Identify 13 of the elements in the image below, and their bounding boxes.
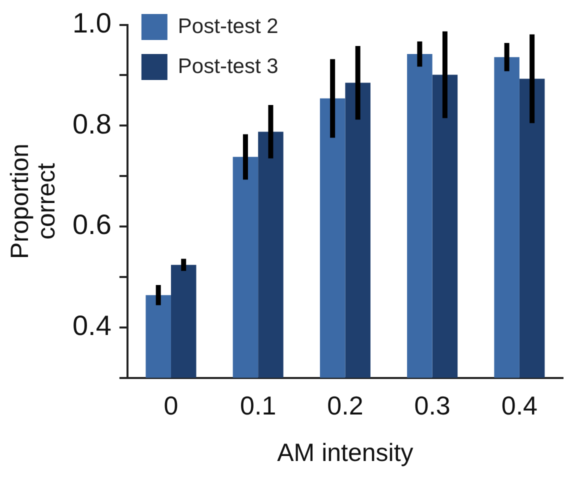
x-tick-label: 0.1	[240, 390, 276, 421]
y-tick-label: 1.0	[72, 8, 112, 39]
legend-label: Post-test 2	[178, 14, 278, 38]
x-axis-title: AM intensity	[277, 438, 414, 467]
x-tick-label: 0.2	[327, 390, 364, 421]
y-tick-label: 0.8	[72, 108, 112, 140]
x-tick-label: 0.4	[501, 390, 538, 421]
x-tick-label: 0	[164, 390, 178, 421]
y-tick-label: 0.6	[72, 209, 112, 240]
legend-label: Post-test 3	[178, 54, 278, 78]
x-tick-label: 0.3	[414, 390, 450, 421]
y-tick-label: 0.4	[72, 310, 112, 342]
y-axis-title: Proportion correct	[6, 144, 60, 259]
